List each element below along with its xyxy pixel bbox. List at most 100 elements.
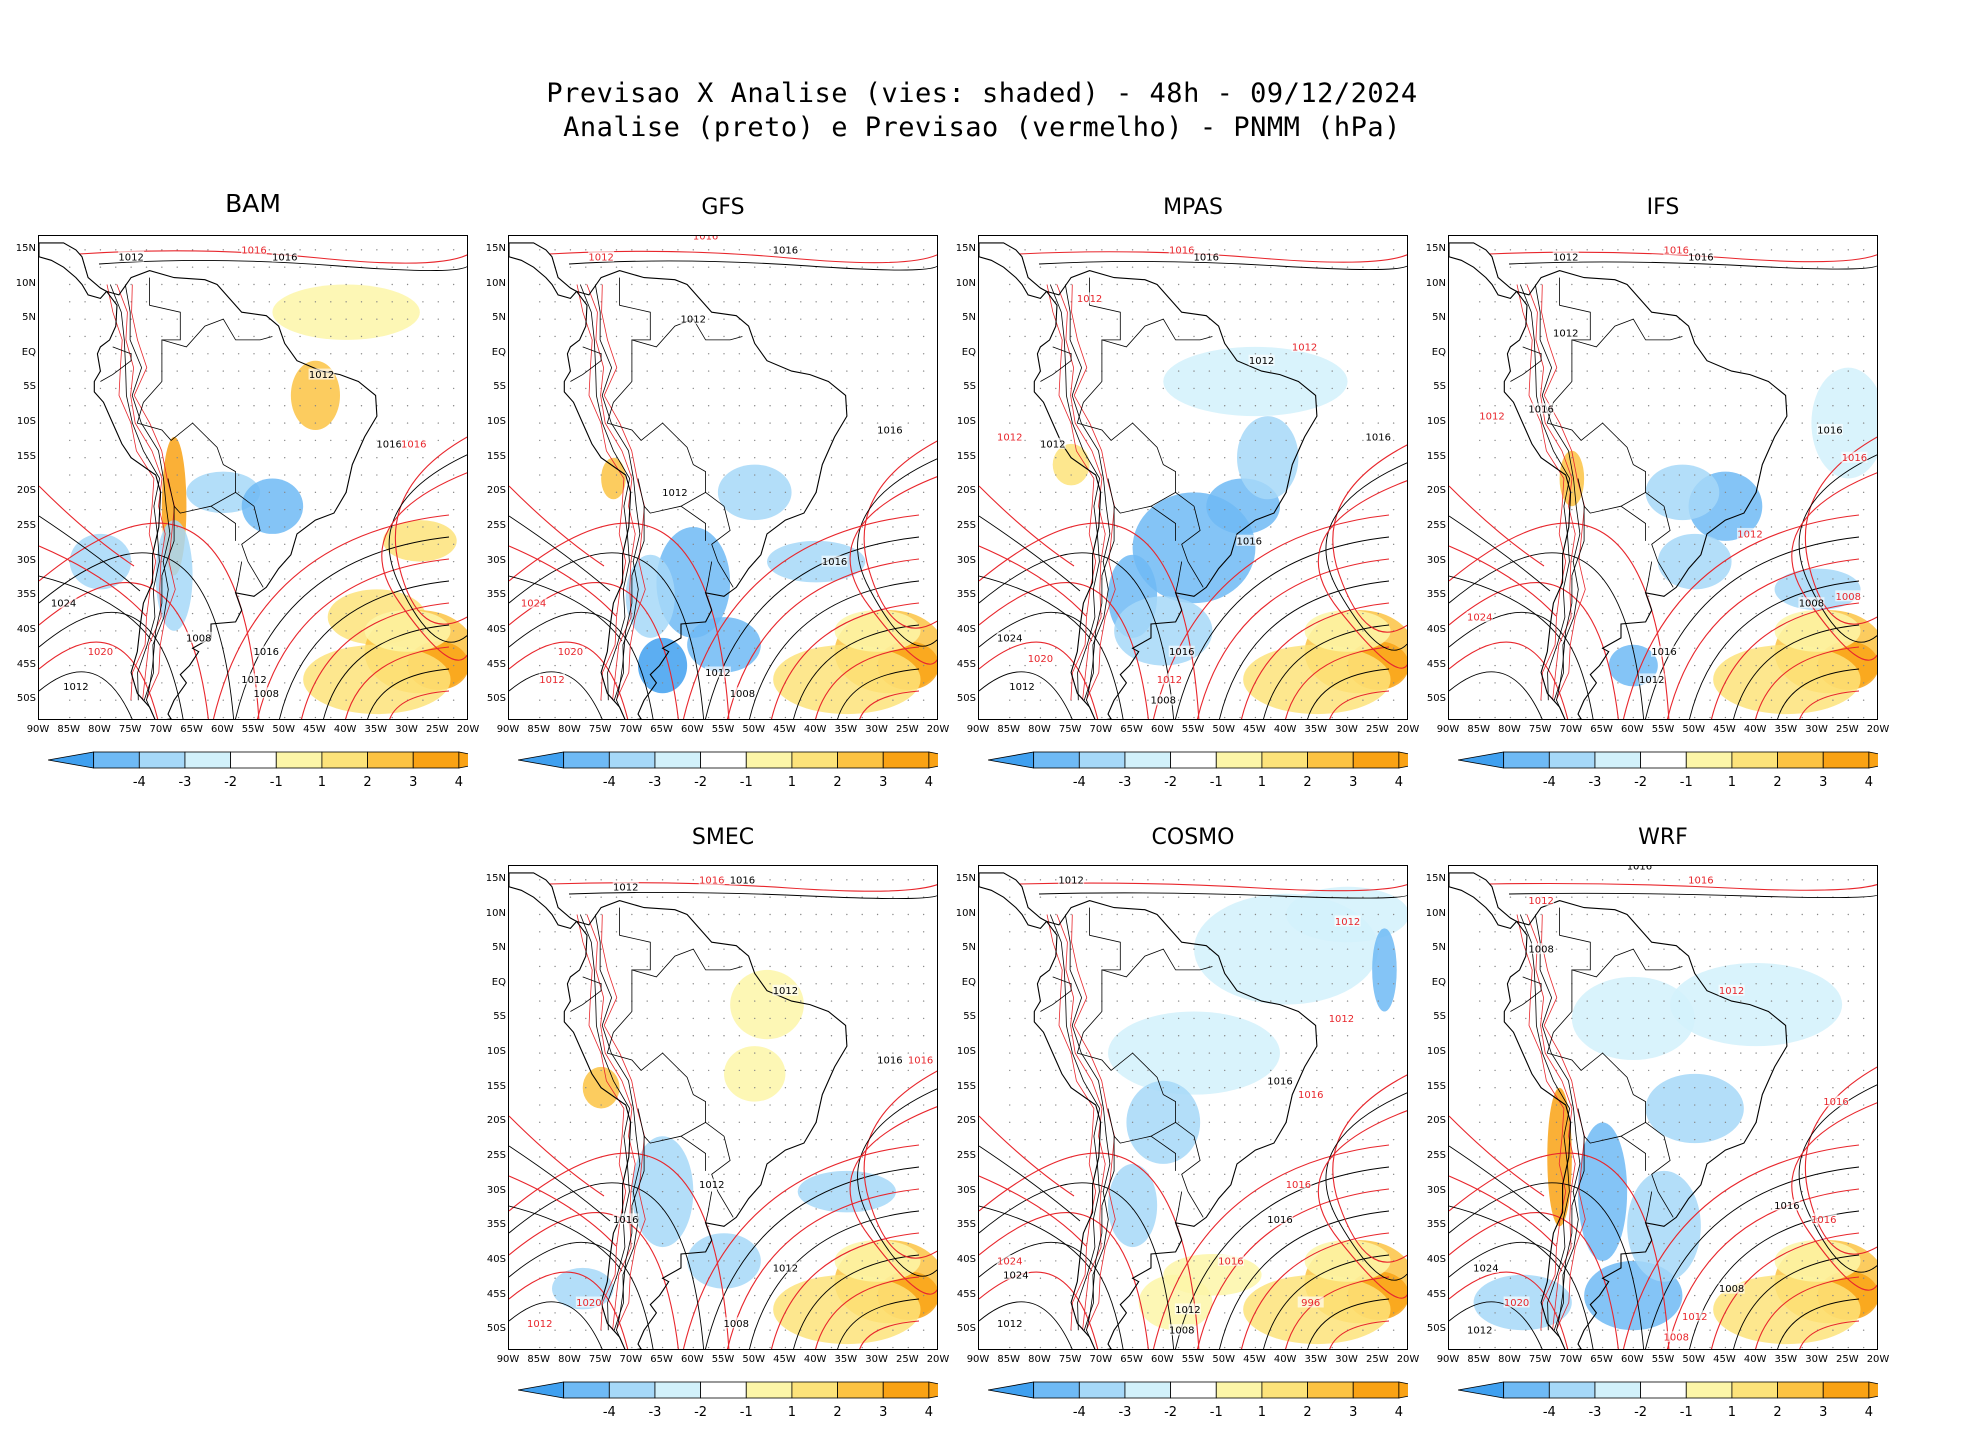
- analysis-isobar: [1733, 624, 1860, 719]
- contour-label: 1012: [1479, 412, 1504, 423]
- lon-tick-label: 35W: [1304, 1354, 1328, 1365]
- forecast-isobar: [1240, 602, 1390, 719]
- analysis-isobar: [1508, 261, 1877, 270]
- forecast-isobar: [1449, 545, 1557, 617]
- panel-title: GFS: [701, 195, 745, 220]
- colorbar-label: -3: [648, 1405, 662, 1420]
- lat-tick-label: 5S: [23, 381, 36, 393]
- country-border: [100, 346, 132, 382]
- colorbar-segment: [275, 751, 323, 769]
- contour-label: 1012: [1329, 1014, 1354, 1025]
- colorbar-label: 4: [1864, 775, 1873, 790]
- lon-tick-label: 35W: [1304, 724, 1328, 735]
- analysis-isobar: [509, 515, 611, 592]
- lon-tick-label: 35W: [834, 1354, 858, 1365]
- forecast-isobar: [300, 602, 450, 719]
- andes-contour: [594, 914, 641, 1331]
- panel-wrf: WRF 15N 10N 5N EQ 5S 10S 15S 20S 25S 30S 35S 40S 45S 5…: [1418, 825, 1890, 1425]
- lat-tick-label: 15N: [15, 242, 36, 254]
- lat-tick-label: 20S: [1426, 485, 1446, 497]
- colorbar-segment: [882, 751, 930, 769]
- colorbar-segment: [1777, 751, 1824, 769]
- forecast-isobar: [509, 1115, 605, 1197]
- contour-label: 1012: [705, 668, 730, 679]
- lon-tick-label: 40W: [1743, 1354, 1767, 1365]
- analysis-isobar: [1263, 1254, 1390, 1349]
- map-area: 1012 1016 1016 1012 1016 1016 1012 1016 1012 1020…: [508, 865, 938, 1350]
- lat-tick-label: 5S: [1433, 1011, 1446, 1023]
- forecast-isobar: [1285, 646, 1390, 719]
- bias-shade: [1645, 1073, 1744, 1144]
- forecast-isobar: [859, 690, 920, 719]
- forecast-isobar: [979, 545, 1087, 617]
- contour-label: 1012: [309, 370, 334, 381]
- panel-title: BAM: [225, 189, 281, 218]
- forecast-isobar: [39, 545, 147, 617]
- lat-tick-label: 45S: [486, 1288, 506, 1300]
- forecast-isobar: [1666, 558, 1860, 719]
- lon-tick-label: 90W: [1436, 724, 1460, 735]
- lon-tick-label: 45W: [1243, 724, 1266, 735]
- contour-label: 1016: [1267, 1076, 1292, 1087]
- bias-shade: [730, 969, 804, 1040]
- country-border: [146, 506, 175, 715]
- contour-label: 1008: [1528, 945, 1553, 956]
- forecast-isobar: [863, 1070, 937, 1259]
- central-america-coastline: [979, 872, 1048, 930]
- forecast-isobar: [1488, 882, 1877, 891]
- analysis-isobar: [1449, 552, 1645, 719]
- colorbar-label: -3: [648, 775, 662, 790]
- analysis-isobar: [509, 611, 654, 719]
- lat-tick-label: 10S: [486, 416, 506, 428]
- contour-label: 1016: [376, 439, 401, 450]
- contour-label: 1008: [186, 633, 211, 644]
- panel-smec: SMEC 15N 10N 5N EQ 5S 10S 15S 20S 25S 30S 35S 40S 45S…: [478, 825, 950, 1425]
- forecast-isobar: [863, 440, 937, 629]
- country-border: [1559, 277, 1591, 341]
- country-border: [1162, 948, 1213, 971]
- forecast-isobar: [509, 545, 617, 617]
- contour-label: 1012: [118, 252, 143, 263]
- lat-tick-label: EQ: [961, 346, 976, 358]
- bias-shade: [625, 554, 675, 638]
- analysis-isobar: [857, 458, 937, 647]
- lon-tick-label: 65W: [1120, 1354, 1143, 1365]
- forecast-isobar: [509, 1271, 629, 1349]
- lon-tick-label: 40W: [1743, 724, 1767, 735]
- contour-label: 1012: [997, 1319, 1022, 1330]
- country-border: [570, 346, 602, 382]
- lat-tick-label: 10S: [486, 1046, 506, 1058]
- country-border: [1577, 1108, 1646, 1144]
- lon-tick-label: 65W: [1120, 724, 1143, 735]
- lat-tick-label: 10N: [485, 907, 506, 919]
- contour-label: 1016: [1688, 252, 1713, 263]
- lon-tick-label: 25W: [425, 724, 449, 735]
- analysis-isobar: [568, 260, 937, 271]
- forecast-isobar: [815, 1276, 920, 1349]
- colorbar-segment: [1078, 751, 1126, 769]
- panel-gfs: GFS 15N 10N 5N EQ 5S 10S 15S 20S 25S 30S 35S 40S 45S 5…: [478, 195, 950, 795]
- lon-tick-label: 75W: [118, 724, 142, 735]
- bias-shade: [1645, 464, 1720, 521]
- colorbar-segment: [184, 751, 232, 769]
- analysis-isobar: [979, 1145, 1081, 1222]
- lon-tick-label: 30W: [1335, 1354, 1358, 1365]
- forecast-isobar: [682, 514, 920, 719]
- lat-tick-label: 35S: [486, 1219, 506, 1231]
- map-area: 1012 1016 1016 1012 1012 1016 1016 1016 1012 1024…: [1448, 235, 1878, 720]
- colorbar-label: 3: [409, 775, 418, 790]
- colorbar: [988, 751, 1408, 769]
- forecast-isobar: [39, 522, 260, 719]
- colorbar-label: -2: [1164, 775, 1178, 790]
- andes-contour: [576, 284, 627, 701]
- bias-shade: [1243, 1274, 1391, 1345]
- forecast-isobar: [1449, 1175, 1557, 1247]
- panel-ifs: IFS 15N 10N 5N EQ 5S 10S 15S 20S 25S 30S 35S 40S 45S 5…: [1418, 195, 1890, 795]
- andes-contour: [594, 284, 641, 701]
- bias-shade: [241, 478, 304, 534]
- forecast-isobar: [1018, 251, 1407, 263]
- central-america-coastline: [509, 872, 578, 930]
- forecast-isobar: [1449, 485, 1545, 567]
- lat-tick-label: 10N: [1425, 277, 1446, 289]
- colorbar-segment: [988, 1381, 1035, 1399]
